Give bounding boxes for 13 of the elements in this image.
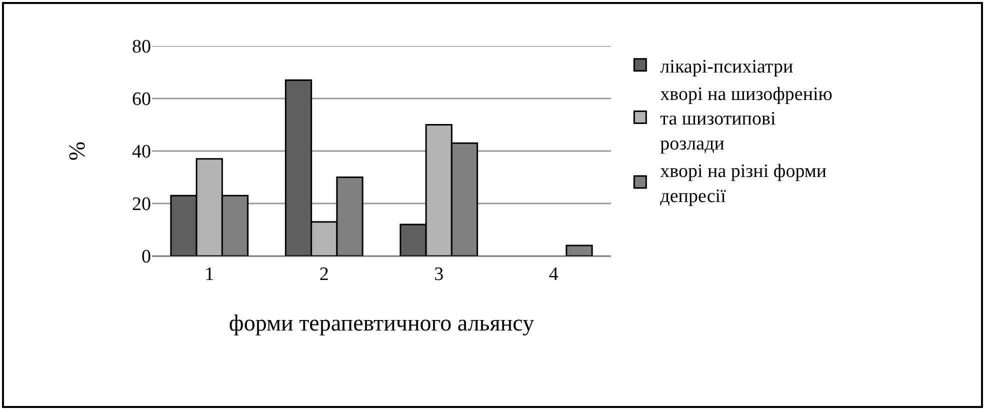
legend-label: лікарі-психіатри — [660, 56, 794, 78]
x-tick-label: 3 — [434, 264, 444, 285]
y-tick-label: 0 — [142, 246, 151, 268]
x-axis-title: форми терапевтичного альянсу — [228, 310, 535, 336]
y-axis-title: % — [64, 141, 90, 161]
x-tick-label: 1 — [204, 264, 214, 285]
y-tick-label: 80 — [132, 36, 151, 58]
x-tick-label: 2 — [319, 264, 329, 285]
y-tick-label: 40 — [132, 142, 151, 163]
y-tick-label: 20 — [132, 194, 151, 216]
y-tick-label: 60 — [132, 89, 151, 110]
x-tick-label: 4 — [548, 264, 559, 285]
legend-label: хворі на різні форми депресії — [660, 161, 827, 207]
